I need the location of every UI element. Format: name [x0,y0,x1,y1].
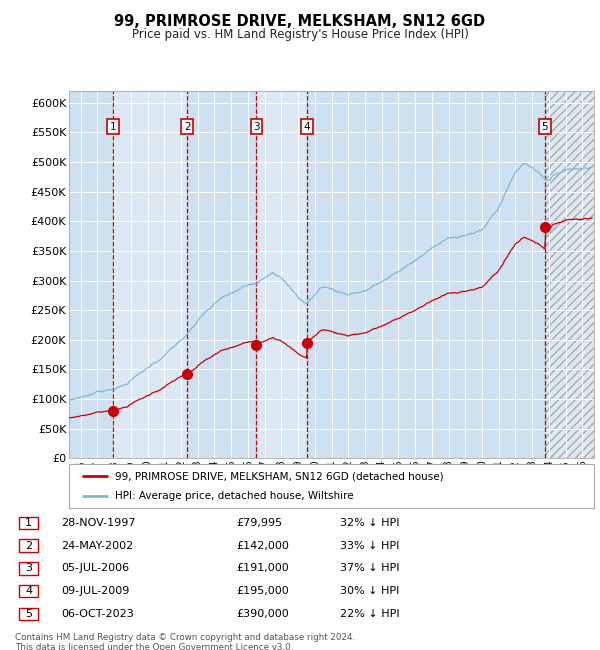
Bar [187,91,256,458]
Text: 37% ↓ HPI: 37% ↓ HPI [340,564,400,573]
Text: £79,995: £79,995 [236,518,283,528]
Text: 99, PRIMROSE DRIVE, MELKSHAM, SN12 6GD (detached house): 99, PRIMROSE DRIVE, MELKSHAM, SN12 6GD (… [115,471,444,482]
Text: 1: 1 [109,122,116,131]
FancyBboxPatch shape [69,464,594,508]
FancyBboxPatch shape [19,562,38,575]
Text: 05-JUL-2006: 05-JUL-2006 [61,564,129,573]
Text: 5: 5 [25,609,32,619]
Bar [307,91,545,458]
Text: 2: 2 [184,122,191,131]
Text: 24-MAY-2002: 24-MAY-2002 [61,541,133,551]
Text: 28-NOV-1997: 28-NOV-1997 [61,518,136,528]
Text: 4: 4 [25,586,32,596]
Text: £191,000: £191,000 [236,564,289,573]
Text: £390,000: £390,000 [236,609,289,619]
Text: 5: 5 [542,122,548,131]
Bar [69,91,113,458]
Text: 33% ↓ HPI: 33% ↓ HPI [340,541,400,551]
FancyBboxPatch shape [19,540,38,552]
Text: 2: 2 [25,541,32,551]
Text: 4: 4 [304,122,310,131]
Text: 06-OCT-2023: 06-OCT-2023 [61,609,134,619]
Text: £195,000: £195,000 [236,586,289,596]
FancyBboxPatch shape [19,608,38,620]
FancyBboxPatch shape [19,585,38,597]
FancyBboxPatch shape [19,517,38,529]
Text: Price paid vs. HM Land Registry's House Price Index (HPI): Price paid vs. HM Land Registry's House … [131,28,469,41]
Text: 1: 1 [25,518,32,528]
Text: 30% ↓ HPI: 30% ↓ HPI [340,586,400,596]
Text: 99, PRIMROSE DRIVE, MELKSHAM, SN12 6GD: 99, PRIMROSE DRIVE, MELKSHAM, SN12 6GD [115,14,485,29]
Text: Contains HM Land Registry data © Crown copyright and database right 2024.
This d: Contains HM Land Registry data © Crown c… [15,633,355,650]
Text: HPI: Average price, detached house, Wiltshire: HPI: Average price, detached house, Wilt… [115,491,354,501]
Text: 3: 3 [253,122,260,131]
Text: 32% ↓ HPI: 32% ↓ HPI [340,518,400,528]
Text: 22% ↓ HPI: 22% ↓ HPI [340,609,400,619]
Bar [545,91,594,458]
Text: 09-JUL-2009: 09-JUL-2009 [61,586,130,596]
Text: 3: 3 [25,564,32,573]
Text: £142,000: £142,000 [236,541,290,551]
